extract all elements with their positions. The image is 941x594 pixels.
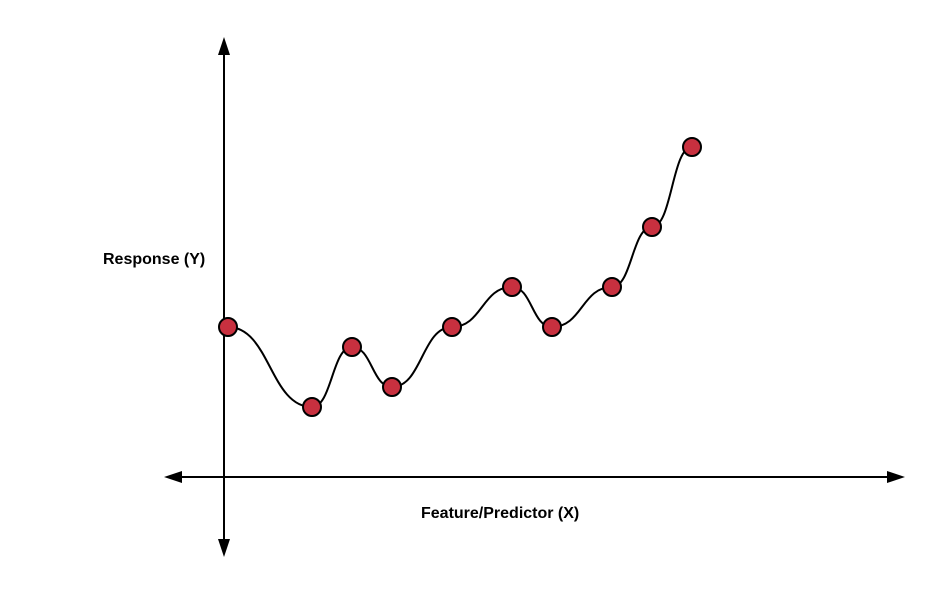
data-point-3	[342, 337, 362, 357]
data-point-9	[642, 217, 662, 237]
data-point-5	[442, 317, 462, 337]
fit-curve	[227, 146, 693, 409]
y-axis-arrow-down	[218, 539, 230, 557]
axes	[164, 37, 905, 557]
y-axis-arrow-up	[218, 37, 230, 55]
x-axis-arrow-right	[887, 471, 905, 483]
x-axis-arrow-left	[164, 471, 182, 483]
x-axis-label: Feature/Predictor (X)	[421, 505, 579, 522]
data-point-7	[542, 317, 562, 337]
data-point-10	[682, 137, 702, 157]
data-point-6	[502, 277, 522, 297]
data-point-1	[218, 317, 238, 337]
data-point-4	[382, 377, 402, 397]
data-point-2	[302, 397, 322, 417]
data-point-8	[602, 277, 622, 297]
data-points	[218, 137, 702, 417]
y-axis-label: Response (Y)	[103, 251, 205, 268]
